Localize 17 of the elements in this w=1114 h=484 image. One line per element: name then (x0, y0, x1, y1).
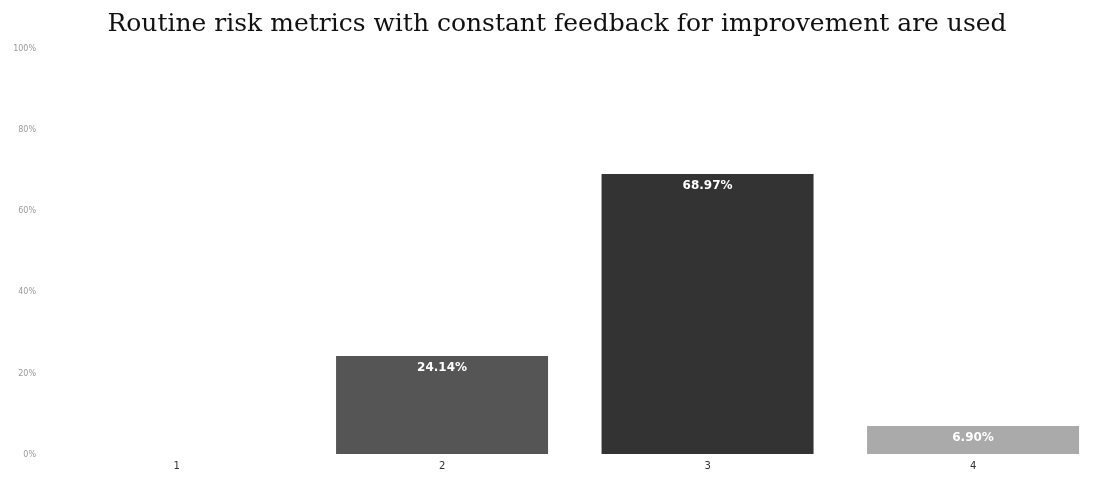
chart-title: Routine risk metrics with constant feedback for improvement are used (106, 8, 1008, 39)
bar (601, 173, 814, 454)
x-tick-label: 2 (439, 460, 446, 472)
y-tick-label: 100% (13, 43, 37, 53)
bar (867, 425, 1080, 454)
x-tick-label: 3 (704, 460, 711, 472)
y-tick-label: 20% (18, 368, 37, 378)
y-tick-label: 60% (18, 206, 37, 216)
data-label: 24.14% (417, 359, 468, 374)
bar (336, 355, 549, 454)
y-tick-label: 0% (23, 449, 37, 459)
y-tick-label: 40% (18, 287, 37, 297)
x-tick-label: 4 (970, 460, 977, 472)
y-tick-label: 80% (18, 125, 37, 135)
x-tick-label: 1 (173, 460, 180, 472)
data-label: 6.90% (952, 429, 994, 444)
data-label: 68.97% (682, 177, 733, 192)
